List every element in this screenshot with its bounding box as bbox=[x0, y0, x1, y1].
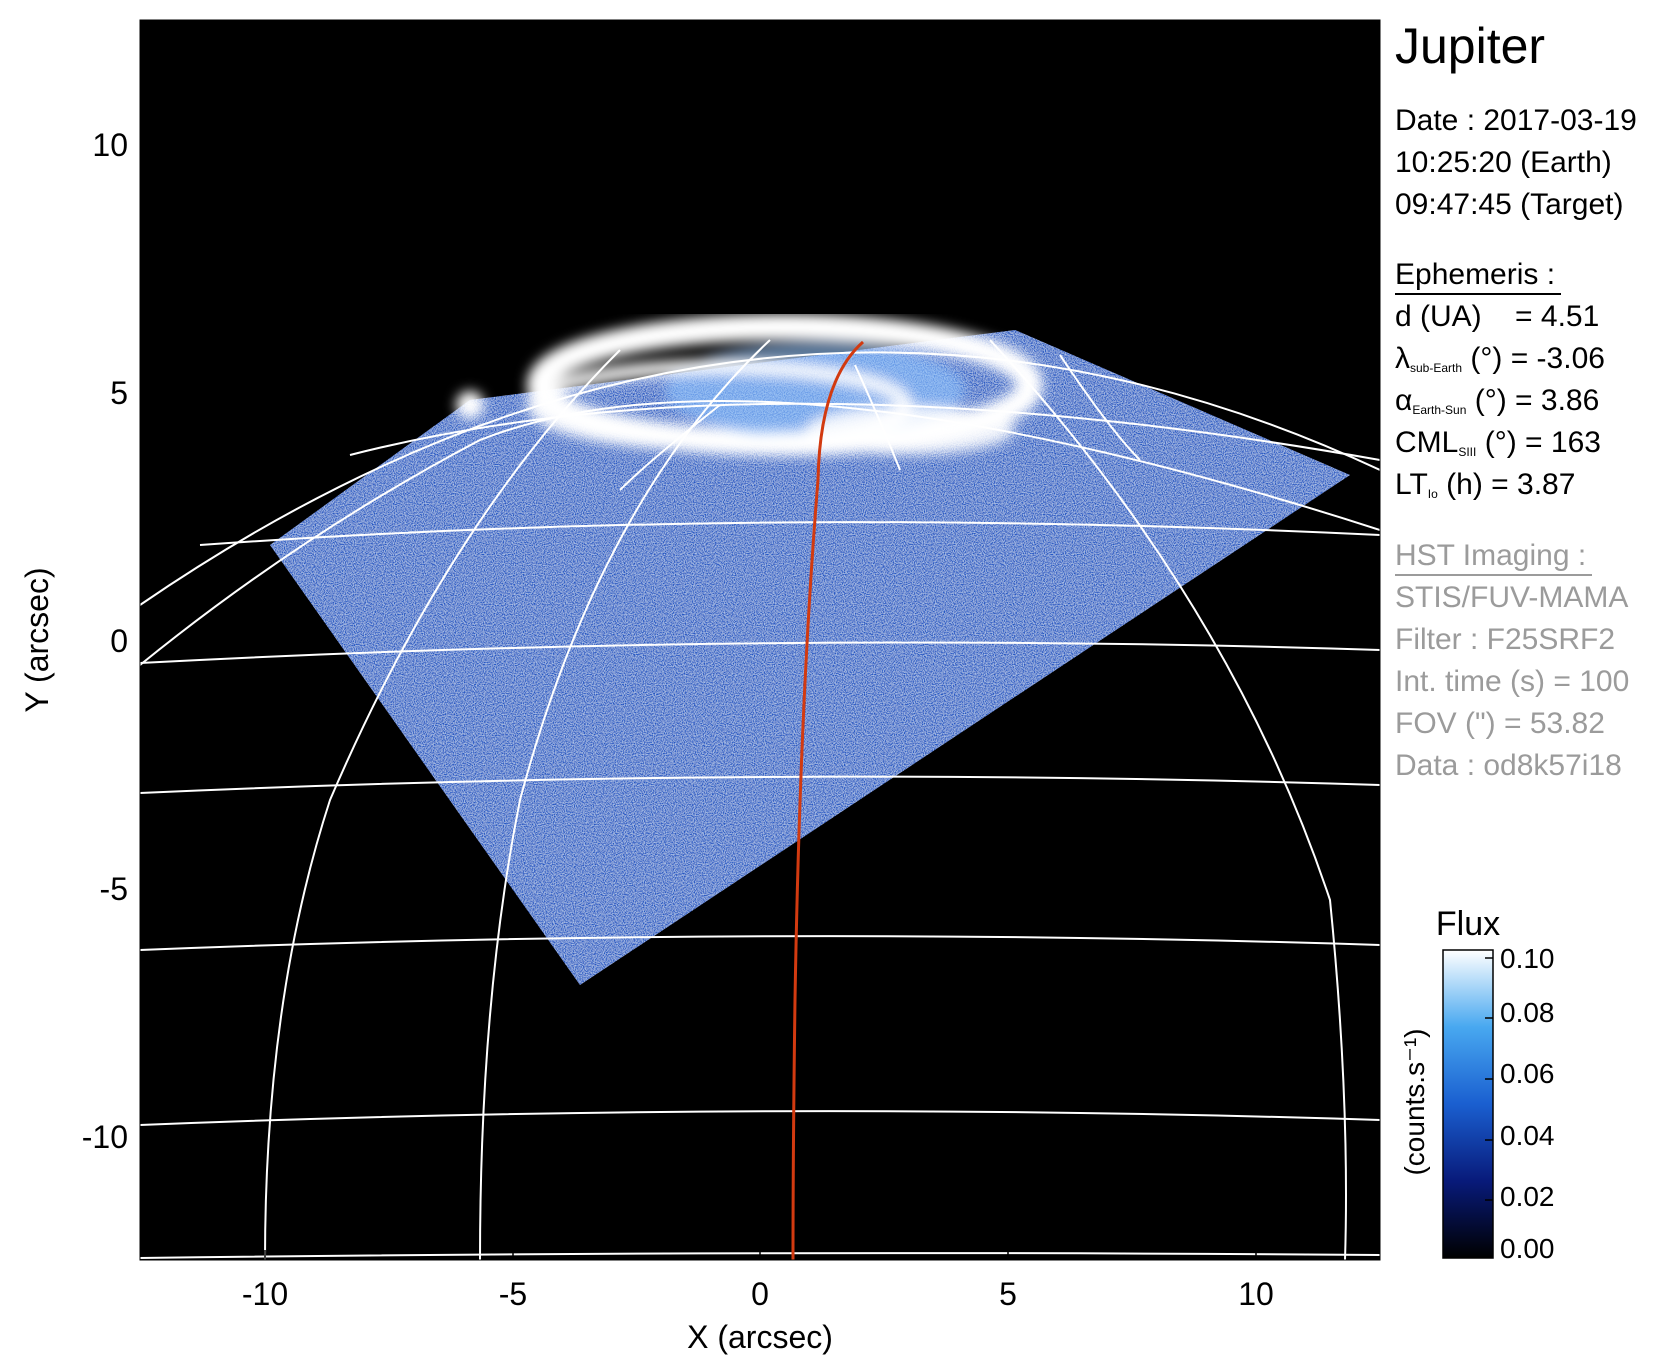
colorbar-title: Flux bbox=[1436, 905, 1500, 943]
observation-footprint bbox=[270, 330, 1350, 985]
longitude-line bbox=[1059, 354, 1141, 461]
date-line: Date : 2017-03-19 bbox=[1395, 104, 1637, 137]
colorbar-tick-label: 0.04 bbox=[1500, 1120, 1555, 1151]
y-tick-label: 0 bbox=[110, 623, 128, 659]
latitude-line bbox=[349, 402, 1380, 461]
colorbar-ticks bbox=[1485, 957, 1493, 1201]
footprint-texture bbox=[270, 330, 1350, 985]
limb bbox=[140, 351, 1380, 606]
y-tick-label: -5 bbox=[100, 871, 128, 907]
phase-angle-row: αEarth-Sun (°) = 3.86 bbox=[1395, 384, 1600, 417]
longitude-line bbox=[264, 349, 621, 1260]
longitude-line bbox=[989, 339, 1347, 1260]
axis-ticks bbox=[140, 143, 1257, 1260]
filter-line: Filter : F25SRF2 bbox=[1395, 623, 1616, 656]
x-tick-label: 5 bbox=[999, 1276, 1017, 1312]
planet-name: Jupiter bbox=[1395, 18, 1546, 74]
sub-earth-latitude-row: λsub-Earth (°) = -3.06 bbox=[1395, 342, 1605, 375]
central-meridian bbox=[791, 340, 864, 1260]
colorbar-tick-label: 0.06 bbox=[1500, 1058, 1555, 1089]
target-time-line: 09:47:45 (Target) bbox=[1395, 188, 1624, 221]
x-tick-label: -10 bbox=[242, 1276, 288, 1312]
y-tick-label: 10 bbox=[92, 127, 128, 163]
image-content bbox=[140, 314, 1380, 1260]
ephemeris-block: Ephemeris : d (UA) = 4.51 λsub-Earth (°)… bbox=[1395, 254, 1605, 506]
ephemeris-heading: Ephemeris : bbox=[1395, 257, 1562, 295]
colorbar-tick-label: 0.02 bbox=[1500, 1181, 1555, 1212]
colorbar-tick-label: 0.00 bbox=[1500, 1233, 1555, 1264]
latitude-line bbox=[199, 521, 1380, 546]
instrument-line: STIS/FUV-MAMA bbox=[1395, 581, 1629, 614]
cml-row: CMLSIII (°) = 163 bbox=[1395, 426, 1601, 459]
colorbar bbox=[1442, 949, 1494, 1259]
y-tick-label: 5 bbox=[110, 375, 128, 411]
x-tick-label: -5 bbox=[499, 1276, 527, 1312]
latitude-line bbox=[140, 1110, 1380, 1126]
longitude-line bbox=[479, 339, 771, 1260]
latitude-line bbox=[140, 935, 1380, 951]
latitude-line bbox=[140, 775, 1380, 794]
colorbar-tick-label: 0.08 bbox=[1500, 997, 1555, 1028]
x-tick-label: 10 bbox=[1238, 1276, 1274, 1312]
x-axis-label: X (arcsec) bbox=[687, 1319, 833, 1355]
hst-block: HST Imaging : STIS/FUV-MAMA Filter : F25… bbox=[1395, 535, 1629, 787]
colorbar-unit-label: (counts.s⁻¹) bbox=[1399, 1028, 1430, 1175]
colorbar-tick-label: 0.10 bbox=[1500, 943, 1555, 974]
integration-time-line: Int. time (s) = 100 bbox=[1395, 665, 1630, 698]
hst-heading: HST Imaging : bbox=[1395, 538, 1593, 576]
longitude-line bbox=[619, 404, 721, 491]
y-axis-label: Y (arcsec) bbox=[19, 567, 55, 712]
y-tick-label: -10 bbox=[82, 1119, 128, 1155]
local-time-io-row: LTIo (h) = 3.87 bbox=[1395, 468, 1576, 501]
fov-line: FOV (") = 53.82 bbox=[1395, 707, 1605, 740]
x-tick-label: 0 bbox=[751, 1276, 769, 1312]
latitude-line bbox=[140, 641, 1380, 664]
date-block: Date : 2017-03-19 10:25:20 (Earth) 09:47… bbox=[1395, 100, 1637, 226]
longitude-line bbox=[854, 364, 901, 471]
distance-row: d (UA) = 4.51 bbox=[1395, 300, 1600, 333]
earth-time-line: 10:25:20 (Earth) bbox=[1395, 146, 1612, 179]
dataset-line: Data : od8k57i18 bbox=[1395, 749, 1622, 782]
